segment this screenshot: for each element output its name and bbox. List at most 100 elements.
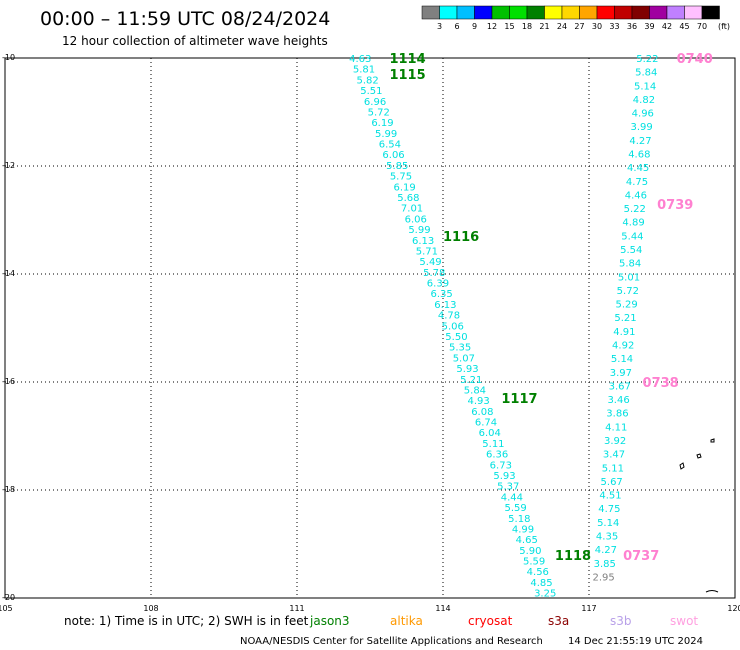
satellite-tracks: 4.635.815.825.516.965.726.195.996.546.06… <box>349 54 658 600</box>
wave-height-value: 5.21 <box>460 375 482 386</box>
wave-height-value: 4.45 <box>627 163 649 174</box>
wave-height-value: 5.71 <box>416 246 438 257</box>
wave-height-value: 4.99 <box>512 524 534 535</box>
colorbar-tick-label: 36 <box>627 22 637 31</box>
wave-height-value: 3.92 <box>604 436 626 447</box>
colorbar-swatch <box>509 5 528 20</box>
wave-height-value: 4.27 <box>629 136 651 147</box>
wave-height-value: 5.44 <box>621 231 643 242</box>
wave-height-value: 6.73 <box>490 460 512 471</box>
wave-height-value: 5.72 <box>368 107 390 118</box>
wave-height-value: 5.75 <box>390 172 412 183</box>
colorbar-swatch <box>701 5 720 20</box>
colorbar-swatch <box>561 5 580 20</box>
wave-height-value: 3.85 <box>594 559 616 570</box>
wave-height-value: 4.56 <box>527 567 549 578</box>
wave-height-value: 5.85 <box>386 161 408 172</box>
wave-height-value: 5.93 <box>493 471 515 482</box>
wave-height-value: 4.51 <box>599 491 621 502</box>
wave-height-value: 4.46 <box>625 190 647 201</box>
satellite-label: jason3 <box>309 614 350 628</box>
wave-height-value: 5.06 <box>442 321 464 332</box>
wave-height-value: 3.97 <box>610 368 632 379</box>
wave-height-value: 5.68 <box>397 193 419 204</box>
colorbar-swatch <box>666 5 685 20</box>
wave-height-colorbar: 3 6 9 12 15 18 21 24 27 30 33 36 39 42 45 70 <box>421 5 720 31</box>
wave-height-value: 5.84 <box>464 385 486 396</box>
colorbar-swatch <box>439 5 458 20</box>
wave-height-value: 4.65 <box>516 535 538 546</box>
colorbar-tick-label: 24 <box>557 22 567 31</box>
satellite-label: swot <box>670 614 698 628</box>
wave-height-value: 4.68 <box>628 149 650 160</box>
wave-height-value: 7.01 <box>401 204 423 215</box>
grid-lines <box>5 58 735 598</box>
satellite-label: cryosat <box>468 614 513 628</box>
pass-label: 0738 <box>643 376 679 391</box>
wave-height-value: 4.93 <box>467 396 489 407</box>
wave-height-value: 5.67 <box>601 477 623 488</box>
colorbar-tick-label: 6 <box>454 22 459 31</box>
wave-height-value: 5.22 <box>636 54 658 65</box>
wave-height-value: 5.82 <box>357 75 379 86</box>
wave-height-value: 4.91 <box>613 327 635 338</box>
wave-height-value: 5.50 <box>445 332 467 343</box>
wave-height-value: 4.96 <box>632 109 654 120</box>
satellite-label: s3a <box>548 614 569 628</box>
wave-height-value: 3.46 <box>607 395 629 406</box>
pass-label: 1118 <box>555 549 591 564</box>
pass-label: 1116 <box>443 230 479 245</box>
wave-height-value: 4.92 <box>612 340 634 351</box>
wave-height-value: 4.27 <box>595 545 617 556</box>
wave-height-value: 5.99 <box>408 225 430 236</box>
y-tick-label: -18 <box>2 485 15 494</box>
plot-frame <box>4 57 736 599</box>
wave-height-value: 5.51 <box>360 86 382 97</box>
wave-height-value: 5.14 <box>611 354 633 365</box>
x-tick-label: 120 <box>727 604 740 613</box>
wave-height-value: 5.59 <box>504 503 526 514</box>
chart-title: 00:00 – 11:59 UTC 08/24/2024 <box>40 8 330 30</box>
colorbar-swatch <box>684 5 703 20</box>
wave-height-value: 6.08 <box>471 407 493 418</box>
colorbar-tick-label: 3 <box>437 22 442 31</box>
axis-tick-labels: 105 108 111 114 117 120 -10 -12 -14 -16 -18 -20 <box>0 53 740 613</box>
wave-height-value: 5.78 <box>423 268 445 279</box>
wave-height-value: 4.44 <box>501 492 523 503</box>
colorbar-tick-label: 27 <box>574 22 584 31</box>
wave-height-value: 5.14 <box>634 81 656 92</box>
satellite-label: altika <box>390 614 423 628</box>
y-tick-label: -12 <box>2 161 15 170</box>
colorbar-swatch <box>614 5 633 20</box>
y-tick-label: -20 <box>2 593 15 602</box>
y-tick-label: -14 <box>2 269 15 278</box>
colorbar-swatch <box>421 5 440 20</box>
wave-height-value: 6.35 <box>431 289 453 300</box>
wave-height-value: 6.74 <box>475 418 497 429</box>
colorbar-swatch <box>579 5 598 20</box>
colorbar-tick-label: 70 <box>697 22 707 31</box>
colorbar-swatch <box>526 5 545 20</box>
wave-height-value: 4.89 <box>622 218 644 229</box>
pass-label: 1115 <box>389 68 425 83</box>
x-tick-label: 117 <box>581 604 596 613</box>
wave-height-value: 5.37 <box>497 482 519 493</box>
colorbar-tick-label: 15 <box>504 22 514 31</box>
wave-height-value: 5.54 <box>620 245 642 256</box>
wave-height-value: 5.84 <box>619 259 641 270</box>
chart-subtitle: 12 hour collection of altimeter wave hei… <box>62 34 328 48</box>
colorbar-tick-label: 18 <box>522 22 532 31</box>
wave-height-value: 6.54 <box>379 140 401 151</box>
wave-height-value: 6.04 <box>479 428 501 439</box>
wave-height-value: 4.11 <box>605 422 627 433</box>
pass-label: 0737 <box>623 549 659 564</box>
colorbar-tick-label: 9 <box>472 22 477 31</box>
colorbar-tick-label: 39 <box>644 22 654 31</box>
pass-label: 0739 <box>657 198 693 213</box>
wave-height-value: 5.93 <box>456 364 478 375</box>
y-tick-label: -16 <box>2 377 15 386</box>
wave-height-value: 5.18 <box>508 514 530 525</box>
wave-height-value: 2.95 <box>592 572 614 583</box>
wave-height-value: 5.14 <box>597 518 619 529</box>
colorbar-swatch <box>474 5 493 20</box>
